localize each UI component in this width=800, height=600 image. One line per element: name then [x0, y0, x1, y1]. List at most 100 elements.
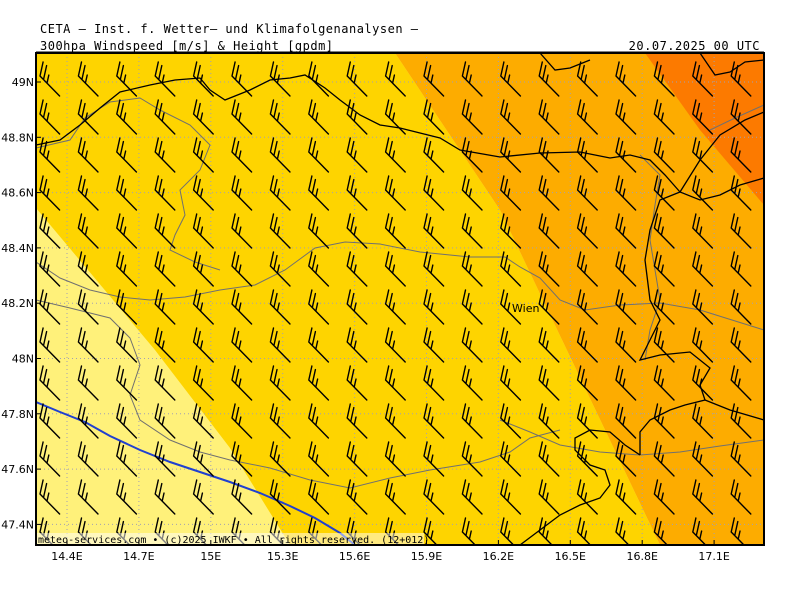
wind-barb — [692, 61, 714, 97]
wind-barb — [423, 99, 445, 135]
wind-barb — [730, 365, 752, 401]
wind-barb — [192, 479, 214, 515]
wind-barb — [116, 479, 138, 515]
wind-barb — [192, 365, 214, 401]
wind-barb — [538, 327, 560, 363]
wind-barb — [615, 365, 637, 401]
wind-barb — [77, 441, 99, 477]
wind-barb — [192, 251, 214, 287]
lat-label: 47.6N — [1, 463, 34, 476]
wind-barb — [423, 175, 445, 211]
wind-barb — [692, 175, 714, 211]
map-frame — [35, 52, 765, 546]
wind-barb — [231, 137, 253, 173]
wind-barb — [346, 289, 368, 325]
wind-barb — [308, 403, 330, 439]
wind-barb — [231, 61, 253, 97]
wind-barb — [77, 61, 99, 97]
wind-barb — [308, 479, 330, 515]
river-south — [36, 299, 561, 489]
wind-barb — [615, 479, 637, 515]
wind-barb — [192, 175, 214, 211]
wind-barb — [615, 403, 637, 439]
wind-barb — [308, 61, 330, 97]
wind-barb — [346, 137, 368, 173]
wind-barb — [384, 441, 406, 477]
wind-barb — [154, 327, 176, 363]
wind-barb — [615, 251, 637, 287]
wind-barb — [692, 327, 714, 363]
wind-barb — [692, 137, 714, 173]
wind-barb — [500, 213, 522, 249]
wind-barb — [423, 137, 445, 173]
border-austria-hungary — [519, 429, 641, 545]
border-north-east — [699, 53, 764, 76]
wind-barb — [231, 289, 253, 325]
wind-barb — [423, 517, 438, 545]
wind-barb — [346, 403, 368, 439]
wind-barb — [384, 175, 406, 211]
institute-title: CETA – Inst. f. Wetter– und Klimafolgena… — [40, 22, 419, 36]
wind-barb — [730, 251, 752, 287]
wind-barb — [538, 403, 560, 439]
wind-barb — [192, 403, 214, 439]
river-morava — [639, 154, 661, 361]
wind-barb — [346, 61, 368, 97]
wind-barb — [576, 175, 598, 211]
lon-label: 15.6E — [339, 550, 370, 563]
wind-barb — [77, 479, 99, 515]
border-slovakia-hungary — [704, 399, 764, 421]
wind-barb — [77, 251, 99, 287]
wind-barb — [269, 365, 291, 401]
wind-barb — [423, 213, 445, 249]
lon-label: 14.7E — [123, 550, 154, 563]
lat-label: 48.6N — [1, 187, 34, 200]
wind-barb — [308, 175, 330, 211]
wind-barb — [500, 365, 522, 401]
wind-barb — [231, 479, 253, 515]
wind-band-3 — [395, 53, 764, 545]
wind-barb — [538, 441, 560, 477]
wind-barb — [500, 403, 522, 439]
wind-barb — [576, 251, 598, 287]
wind-barb — [154, 365, 176, 401]
wind-barb — [308, 213, 330, 249]
lon-label: 15E — [200, 550, 221, 563]
wind-barb — [500, 99, 522, 135]
wind-barb — [116, 213, 138, 249]
wind-barb — [461, 289, 483, 325]
wind-barb — [77, 327, 99, 363]
wind-barb — [461, 479, 483, 515]
wind-barb — [231, 99, 253, 135]
wind-barb — [116, 365, 138, 401]
wind-barb — [231, 441, 253, 477]
wind-barb — [269, 99, 291, 135]
wind-barb — [269, 441, 291, 477]
wind-barb — [192, 327, 214, 363]
wind-barb — [77, 403, 99, 439]
wind-barb — [116, 289, 138, 325]
wind-barb — [231, 213, 253, 249]
wind-barb — [730, 327, 752, 363]
credit-text: meteo-services.com • (c)2025 IWKF • All … — [38, 535, 429, 546]
wind-barb — [231, 327, 253, 363]
wind-barb — [730, 175, 752, 211]
wind-barb — [653, 99, 675, 135]
wind-barb — [538, 61, 560, 97]
lat-label: 49N — [12, 76, 34, 89]
wind-barb — [154, 441, 176, 477]
lon-label: 17.1E — [698, 550, 729, 563]
wind-barb — [730, 213, 752, 249]
lat-label: 48.2N — [1, 297, 34, 310]
border-czechia-slovakia — [679, 111, 764, 193]
wind-barb — [615, 61, 637, 97]
wind-barb — [615, 289, 637, 325]
wind-barb — [653, 61, 675, 97]
wind-barb — [192, 61, 214, 97]
wind-barb — [423, 403, 445, 439]
wind-barb — [384, 99, 406, 135]
wind-barb — [384, 137, 406, 173]
wind-barb — [730, 99, 752, 135]
wind-barb — [384, 213, 406, 249]
wind-barb — [653, 441, 675, 477]
